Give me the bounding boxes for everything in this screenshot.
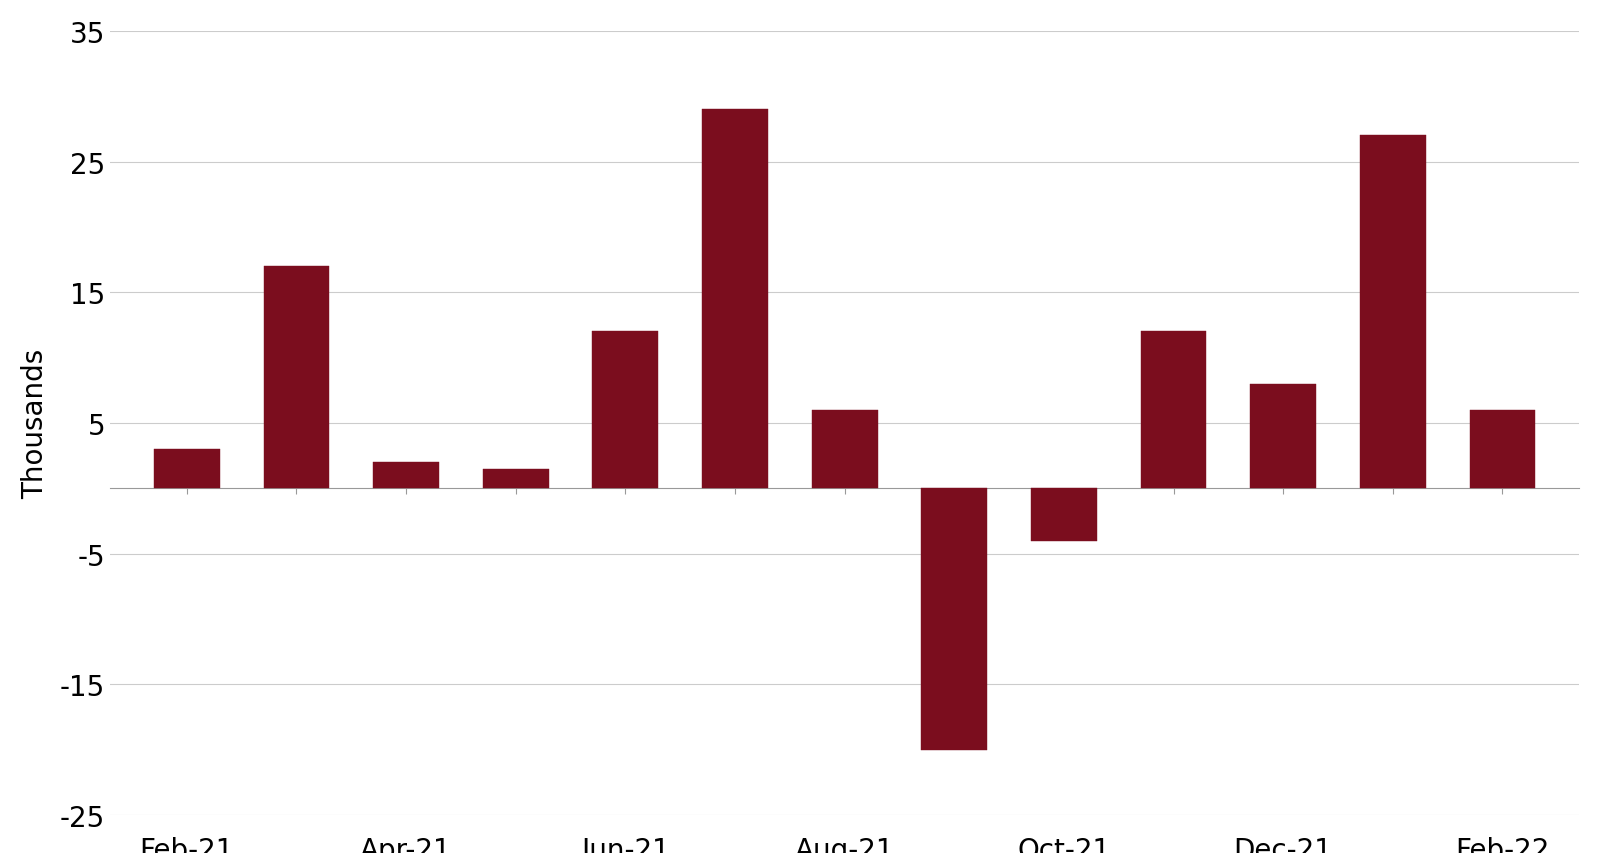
Text: Feb-21: Feb-21 <box>139 836 234 853</box>
Bar <box>1469 410 1536 489</box>
Bar <box>811 410 877 489</box>
Bar <box>373 462 438 489</box>
Text: Apr-21: Apr-21 <box>360 836 451 853</box>
Bar <box>702 110 768 489</box>
Bar <box>154 450 219 489</box>
Bar <box>1141 332 1206 489</box>
Bar <box>264 267 330 489</box>
Text: Dec-21: Dec-21 <box>1234 836 1333 853</box>
Bar <box>1250 385 1317 489</box>
Text: Jun-21: Jun-21 <box>581 836 670 853</box>
Text: Feb-22: Feb-22 <box>1456 836 1550 853</box>
Text: Oct-21: Oct-21 <box>1018 836 1110 853</box>
Y-axis label: Thousands: Thousands <box>21 349 50 498</box>
Bar <box>592 332 658 489</box>
Bar <box>483 469 549 489</box>
Text: Aug-21: Aug-21 <box>795 836 894 853</box>
Bar <box>1030 489 1096 541</box>
Bar <box>1360 136 1426 489</box>
Bar <box>922 489 987 750</box>
